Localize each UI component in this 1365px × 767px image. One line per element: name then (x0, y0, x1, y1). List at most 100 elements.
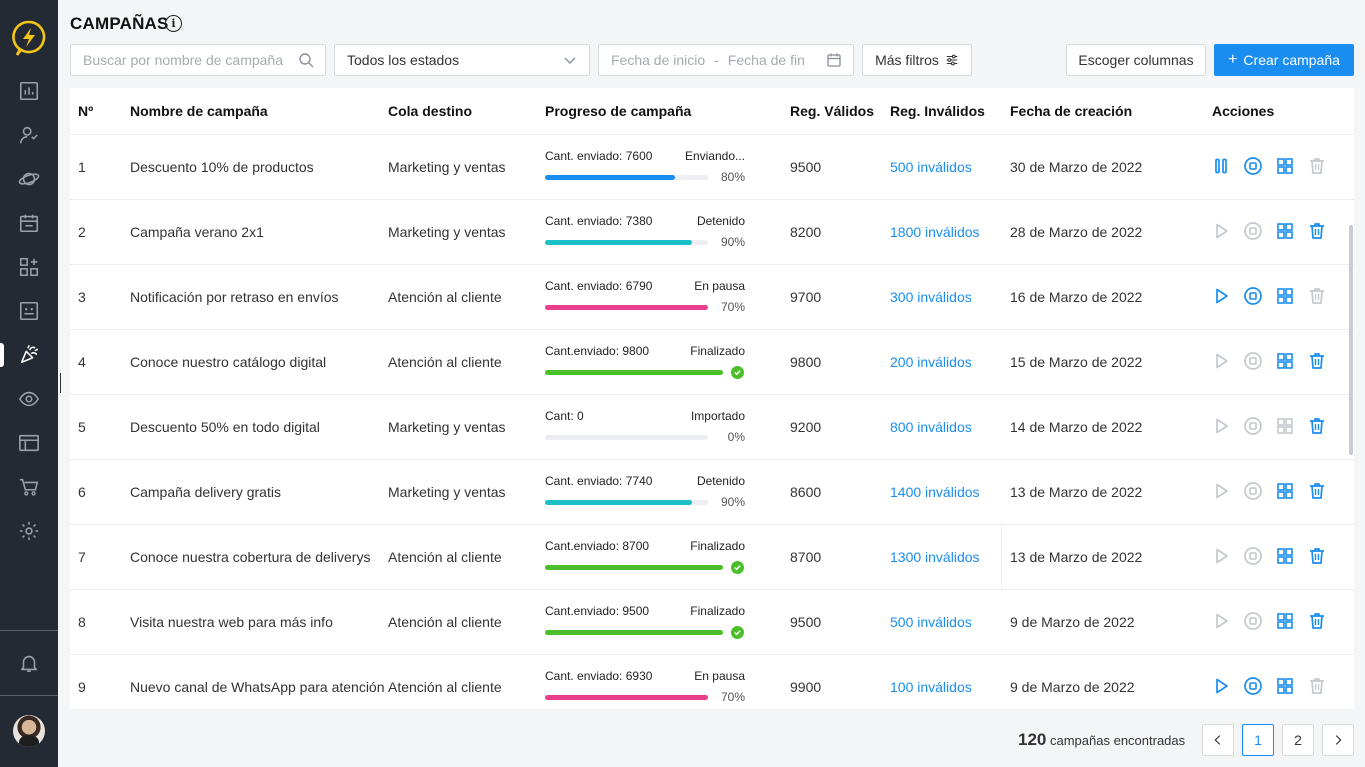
column-header-queue[interactable]: Cola destino (388, 103, 473, 119)
page-2-button[interactable]: 2 (1282, 724, 1314, 756)
campaign-name[interactable]: Descuento 50% en todo digital (130, 419, 320, 435)
grid-icon[interactable] (1274, 155, 1296, 177)
play-icon[interactable] (1210, 610, 1232, 632)
invalid-records-link[interactable]: 300 inválidos (890, 289, 972, 305)
campaign-name[interactable]: Conoce nuestra cobertura de deliverys (130, 549, 371, 565)
logo-icon[interactable] (12, 20, 46, 58)
next-page-button[interactable] (1322, 724, 1354, 756)
trash-icon[interactable] (1306, 480, 1328, 502)
settings-icon[interactable] (17, 519, 41, 543)
page-1-button[interactable]: 1 (1242, 724, 1274, 756)
trash-icon[interactable] (1306, 220, 1328, 242)
play-icon[interactable] (1210, 220, 1232, 242)
campaign-name[interactable]: Campaña verano 2x1 (130, 224, 264, 240)
table-row[interactable]: 5 Descuento 50% en todo digital Marketin… (70, 395, 1354, 460)
status-select[interactable]: Todos los estados (334, 44, 590, 76)
column-header-name[interactable]: Nombre de campaña (130, 103, 268, 119)
date-start-placeholder[interactable]: Fecha de inicio (611, 52, 706, 68)
choose-columns-button[interactable]: Escoger columnas (1066, 44, 1206, 76)
grid-icon[interactable] (1274, 480, 1296, 502)
invalid-records-link[interactable]: 1400 inválidos (890, 484, 980, 500)
campaign-name[interactable]: Nuevo canal de WhatsApp para atención (130, 679, 385, 695)
stop-icon[interactable] (1242, 480, 1264, 502)
bot-icon[interactable] (17, 299, 41, 323)
create-campaign-button[interactable]: + Crear campaña (1214, 44, 1354, 76)
search-input[interactable] (83, 52, 283, 68)
play-icon[interactable] (1210, 285, 1232, 307)
trash-icon[interactable] (1306, 545, 1328, 567)
grid-icon[interactable] (1274, 220, 1296, 242)
trash-icon[interactable] (1306, 675, 1328, 697)
campaigns-icon[interactable] (17, 343, 41, 367)
pause-icon[interactable] (1210, 155, 1232, 177)
play-icon[interactable] (1210, 480, 1232, 502)
table-scrollbar[interactable] (1349, 225, 1353, 455)
apps-icon[interactable] (17, 255, 41, 279)
more-filters-button[interactable]: Más filtros (862, 44, 972, 76)
invalid-records-link[interactable]: 1800 inválidos (890, 224, 980, 240)
stop-icon[interactable] (1242, 285, 1264, 307)
table-row[interactable]: 4 Conoce nuestro catálogo digital Atenci… (70, 330, 1354, 395)
trash-icon[interactable] (1306, 415, 1328, 437)
table-row[interactable]: 7 Conoce nuestra cobertura de deliverys … (70, 525, 1354, 590)
search-field[interactable] (70, 44, 326, 76)
campaign-name[interactable]: Conoce nuestro catálogo digital (130, 354, 327, 370)
invalid-records-link[interactable]: 500 inválidos (890, 614, 972, 630)
table-row[interactable]: 3 Notificación por retraso en envíos Ate… (70, 265, 1354, 330)
cart-icon[interactable] (17, 475, 41, 499)
date-range-field[interactable]: Fecha de inicio - Fecha de fin (598, 44, 854, 76)
campaign-name[interactable]: Campaña delivery gratis (130, 484, 281, 500)
trash-icon[interactable] (1306, 610, 1328, 632)
table-row[interactable]: 9 Nuevo canal de WhatsApp para atención … (70, 655, 1354, 709)
trash-icon[interactable] (1306, 285, 1328, 307)
column-header-date[interactable]: Fecha de creación (1010, 103, 1133, 119)
table-row[interactable]: 2 Campaña verano 2x1 Marketing y ventas … (70, 200, 1354, 265)
table-row[interactable]: 1 Descuento 10% de productos Marketing y… (70, 135, 1354, 200)
play-icon[interactable] (1210, 675, 1232, 697)
calendar-icon[interactable] (826, 52, 842, 68)
invalid-records-link[interactable]: 1300 inválidos (890, 549, 980, 565)
table-row[interactable]: 8 Visita nuestra web para más info Atenc… (70, 590, 1354, 655)
agents-icon[interactable] (17, 123, 41, 147)
grid-icon[interactable] (1274, 545, 1296, 567)
column-header-num[interactable]: Nº (78, 103, 94, 119)
trash-icon[interactable] (1306, 350, 1328, 372)
campaign-name[interactable]: Notificación por retraso en envíos (130, 289, 339, 305)
campaign-name[interactable]: Visita nuestra web para más info (130, 614, 333, 630)
column-header-progress[interactable]: Progreso de campaña (545, 103, 692, 119)
column-header-invalid[interactable]: Reg. Inválidos (890, 103, 985, 119)
invalid-records-link[interactable]: 200 inválidos (890, 354, 972, 370)
bell-icon[interactable] (17, 651, 41, 675)
invalid-records-link[interactable]: 100 inválidos (890, 679, 972, 695)
prev-page-button[interactable] (1202, 724, 1234, 756)
layout-icon[interactable] (17, 431, 41, 455)
campaign-name[interactable]: Descuento 10% de productos (130, 159, 314, 175)
stop-icon[interactable] (1242, 675, 1264, 697)
stop-icon[interactable] (1242, 610, 1264, 632)
planet-icon[interactable] (17, 167, 41, 191)
grid-icon[interactable] (1274, 675, 1296, 697)
dashboard-icon[interactable] (17, 79, 41, 103)
invalid-records-link[interactable]: 500 inválidos (890, 159, 972, 175)
stop-icon[interactable] (1242, 155, 1264, 177)
stop-icon[interactable] (1242, 220, 1264, 242)
info-icon[interactable]: i (165, 15, 182, 32)
play-icon[interactable] (1210, 350, 1232, 372)
stop-icon[interactable] (1242, 350, 1264, 372)
grid-icon[interactable] (1274, 285, 1296, 307)
play-icon[interactable] (1210, 415, 1232, 437)
calendar-icon[interactable] (17, 211, 41, 235)
search-icon[interactable] (298, 52, 314, 68)
play-icon[interactable] (1210, 545, 1232, 567)
column-divider[interactable] (1001, 525, 1002, 590)
table-row[interactable]: 6 Campaña delivery gratis Marketing y ve… (70, 460, 1354, 525)
date-end-placeholder[interactable]: Fecha de fin (727, 52, 805, 68)
grid-icon[interactable] (1274, 415, 1296, 437)
grid-icon[interactable] (1274, 350, 1296, 372)
eye-icon[interactable] (17, 387, 41, 411)
invalid-records-link[interactable]: 800 inválidos (890, 419, 972, 435)
stop-icon[interactable] (1242, 545, 1264, 567)
avatar[interactable] (13, 715, 45, 747)
column-header-valid[interactable]: Reg. Válidos (790, 103, 875, 119)
grid-icon[interactable] (1274, 610, 1296, 632)
